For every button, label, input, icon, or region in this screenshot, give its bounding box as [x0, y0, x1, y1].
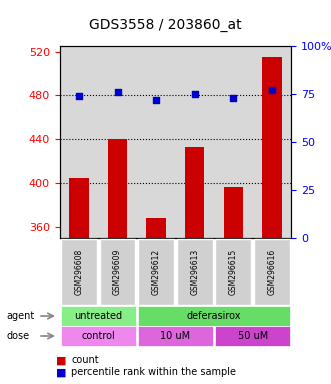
Text: dose: dose: [7, 331, 30, 341]
Text: control: control: [81, 331, 115, 341]
Text: GDS3558 / 203860_at: GDS3558 / 203860_at: [89, 18, 242, 32]
Text: percentile rank within the sample: percentile rank within the sample: [71, 367, 236, 377]
Text: GSM296612: GSM296612: [152, 249, 161, 295]
Bar: [108, 139, 127, 238]
Text: GSM296616: GSM296616: [267, 249, 276, 295]
Bar: [69, 178, 88, 238]
Text: untreated: untreated: [74, 311, 122, 321]
Bar: [185, 147, 204, 238]
Text: ■: ■: [56, 355, 67, 365]
Text: GSM296615: GSM296615: [229, 249, 238, 295]
Text: count: count: [71, 355, 99, 365]
Bar: [224, 187, 243, 238]
Text: ■: ■: [56, 367, 67, 377]
Bar: [146, 218, 166, 238]
Bar: [262, 57, 282, 238]
Point: [192, 91, 197, 97]
Point: [154, 97, 159, 103]
Text: GSM296613: GSM296613: [190, 249, 199, 295]
Point: [269, 87, 275, 93]
Point: [115, 89, 120, 95]
Text: deferasirox: deferasirox: [187, 311, 241, 321]
Point: [76, 93, 81, 99]
Text: 10 uM: 10 uM: [160, 331, 191, 341]
Text: 50 uM: 50 uM: [238, 331, 268, 341]
Text: GSM296609: GSM296609: [113, 249, 122, 295]
Text: GSM296608: GSM296608: [74, 249, 83, 295]
Point: [231, 95, 236, 101]
Text: agent: agent: [7, 311, 35, 321]
